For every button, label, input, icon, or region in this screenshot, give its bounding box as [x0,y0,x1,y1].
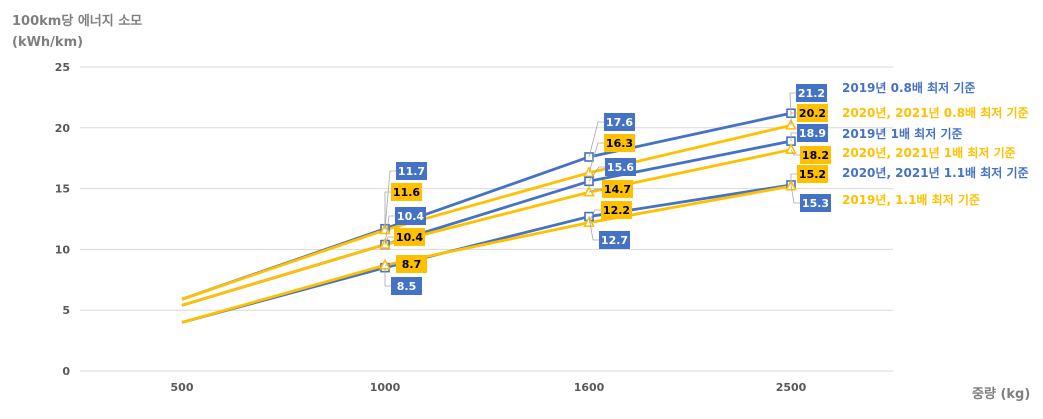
legend-entry: 2019년 0.8배 최저 기준 [842,80,975,95]
data-label: 14.7 [604,183,631,196]
data-label-leader [384,263,396,266]
data-label-box [599,231,630,249]
data-label-box [605,158,636,176]
data-label: 12.7 [601,234,628,247]
data-label: 8.7 [402,258,422,271]
data-label-box [396,255,427,273]
x-tick-label: 1600 [574,381,605,394]
data-label-box [396,162,427,180]
data-label-leader [588,209,601,223]
data-label: 11.7 [398,165,425,178]
data-label-box [604,134,635,152]
data-label-box [391,183,422,201]
data-label: 16.3 [606,137,633,150]
data-label-leader [789,92,796,114]
data-label: 18.2 [802,149,829,162]
data-label-box [797,104,828,122]
data-label: 15.6 [607,161,634,174]
data-label: 15.3 [802,197,829,210]
data-label-box [395,207,426,225]
data-label-box [797,165,828,183]
data-label: 10.4 [397,210,424,223]
y-axis-title-line1: 100km당 에너지 소모 [12,14,143,29]
data-label-box [797,124,828,142]
data-label: 18.9 [799,127,826,140]
data-label: 17.6 [606,116,633,129]
series-line-1 [181,124,792,301]
marker-triangle [785,142,797,154]
x-tick-label: 1000 [370,381,401,394]
series-line-2 [181,139,792,307]
data-label: 11.6 [393,186,420,199]
legend-entry: 2019년 1배 최저 기준 [842,126,963,141]
data-label: 15.2 [799,168,826,181]
series-line-3 [181,148,792,307]
y-tick-label: 5 [62,304,70,317]
data-label-leader [588,142,604,173]
data-label: 8.5 [397,280,417,293]
data-label-leader [384,215,395,245]
data-label-leader [588,188,602,193]
data-label-leader [790,132,797,142]
data-label-box [800,146,831,164]
data-label-box [800,194,831,212]
data-label-leader [790,173,797,187]
series-line-0 [181,111,792,301]
data-label-box [604,113,635,131]
data-label-leader [384,236,394,245]
data-label-box [602,180,633,198]
legend-entry: 2019년, 1.1배 최저 기준 [842,192,980,207]
x-tick-label: 2500 [776,381,807,394]
data-label-leader [384,191,391,230]
data-label-leader [588,216,599,241]
y-tick-label: 20 [55,122,71,135]
data-label: 21.2 [798,87,825,100]
x-axis-title: 중량 (kg) [972,387,1031,402]
data-label: 12.2 [603,204,630,217]
legend-entry: 2020년, 2021년 0.8배 최저 기준 [842,105,1029,120]
data-label-box [394,228,425,246]
data-label-box [391,277,422,295]
data-label-box [796,84,827,102]
series-line-5 [181,184,792,324]
x-tick-label: 500 [171,381,194,394]
y-tick-label: 0 [62,365,70,378]
data-label-box [601,201,632,219]
data-label-leader [790,149,800,156]
series-line-4 [181,183,792,324]
data-label-leader [790,184,800,204]
data-label: 10.4 [396,231,423,244]
data-label: 20.2 [799,107,826,120]
y-tick-label: 10 [55,243,71,256]
legend-entry: 2020년, 2021년 1.1배 최저 기준 [842,165,1029,180]
y-axis-title-line2: (kWh/km) [12,35,84,50]
data-label-leader [790,112,797,126]
data-label-leader [588,121,604,158]
legend-entry: 2020년, 2021년 1배 최저 기준 [842,145,1016,160]
data-label-leader [588,166,605,182]
y-tick-label: 25 [55,61,70,74]
y-tick-label: 15 [55,183,70,196]
data-label-leader [384,267,391,287]
data-label-leader [384,170,396,229]
